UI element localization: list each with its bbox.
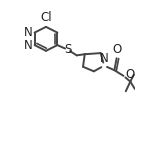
Text: Cl: Cl <box>41 11 52 24</box>
Text: S: S <box>64 43 71 56</box>
Text: N: N <box>24 26 32 39</box>
Text: N: N <box>24 39 32 52</box>
Text: O: O <box>113 43 122 56</box>
Text: O: O <box>126 69 135 81</box>
Text: N: N <box>100 52 109 65</box>
